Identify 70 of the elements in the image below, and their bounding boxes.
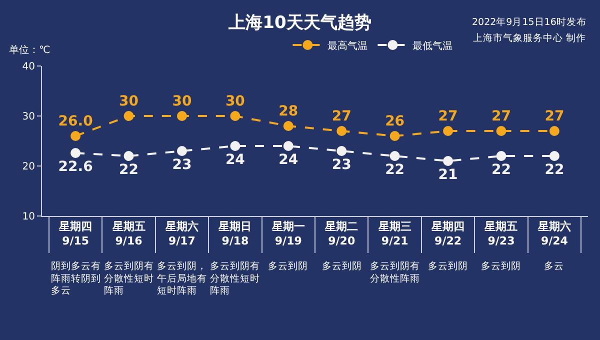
point: [496, 126, 506, 136]
data-label: 26.0: [58, 113, 94, 130]
point: [549, 126, 560, 136]
x-tick-label: 星期五 9/16: [111, 220, 146, 248]
data-label: 21: [438, 166, 458, 183]
data-label: 30: [172, 93, 192, 110]
x-tick-label: 星期五 9/23: [484, 220, 518, 248]
y-tick-label: 30: [22, 112, 35, 122]
point: [124, 111, 134, 121]
point: [70, 131, 81, 141]
text: 多云到阴有分散性短时阵雨: [104, 260, 154, 297]
point: [230, 141, 240, 151]
point: [230, 111, 240, 121]
y-tick-label: 40: [22, 62, 35, 72]
point: [283, 141, 294, 151]
text: 多云到阴有分散性阵雨: [370, 260, 420, 284]
x-tick-label: 星期一 9/19: [270, 220, 305, 248]
x-tick-label: 星期日 9/18: [218, 220, 252, 248]
data-label: 24: [278, 152, 298, 168]
point: [124, 151, 134, 161]
y-tick-label: 10: [22, 212, 35, 222]
point: [496, 151, 506, 161]
data-label: 27: [438, 108, 458, 124]
point: [336, 146, 347, 156]
x-tick-label: 星期二 9/20: [324, 220, 358, 248]
data-label: 22: [119, 162, 138, 178]
x-tick-label: 星期三 9/21: [377, 220, 412, 248]
x-tick-label: 星期六 9/24: [536, 220, 571, 248]
data-label: 30: [119, 93, 139, 110]
data-label: 27: [332, 108, 352, 124]
point: [176, 111, 187, 121]
data-label: 22: [544, 162, 564, 178]
text: 多云: [544, 260, 564, 272]
point: [176, 146, 187, 156]
point: [70, 148, 81, 158]
y-tick-label: 20: [22, 162, 35, 172]
point: [336, 126, 347, 136]
data-label: 23: [172, 156, 192, 173]
text: 多云到阴，午后局地有短时阵雨: [157, 260, 207, 297]
x-tick-label: 星期四 9/22: [430, 220, 465, 248]
data-label: 23: [332, 156, 352, 173]
chart-title: 上海10天天气趋势: [228, 13, 372, 34]
data-label: 22: [492, 162, 511, 178]
x-tick-label: 星期六 9/17: [164, 220, 198, 248]
point: [390, 131, 400, 141]
data-label: 28: [278, 103, 298, 120]
data-label: 27: [492, 108, 511, 124]
text: 多云到阴: [428, 260, 468, 272]
text: 多云到阴有分散性短时阵雨: [210, 260, 260, 297]
x-tick-label: 星期四 9/15: [58, 220, 92, 248]
legend-label: 最低气温: [412, 40, 453, 52]
legend-label: 最高气温: [328, 40, 368, 52]
data-label: 27: [544, 108, 564, 124]
point: [549, 151, 560, 161]
text: 2022年9月15日16时发布: [472, 16, 586, 28]
text: 多云到阴: [322, 260, 362, 272]
point: [443, 126, 454, 136]
data-label: 30: [225, 93, 246, 110]
y-axis-title: 单位：℃: [9, 44, 50, 56]
data-label: 22: [385, 162, 405, 178]
data-label: 22.6: [58, 158, 93, 175]
data-label: 26: [385, 113, 405, 130]
text: 阴到多云有阵雨转阴到多云: [51, 260, 101, 297]
point: [283, 121, 294, 131]
point: [443, 156, 454, 166]
text: 多云到阴: [268, 260, 308, 272]
point: [390, 151, 400, 161]
text: 多云到阴: [481, 260, 521, 272]
text: 上海市气象服务中心 制作: [473, 32, 586, 44]
data-label: 24: [225, 152, 246, 168]
